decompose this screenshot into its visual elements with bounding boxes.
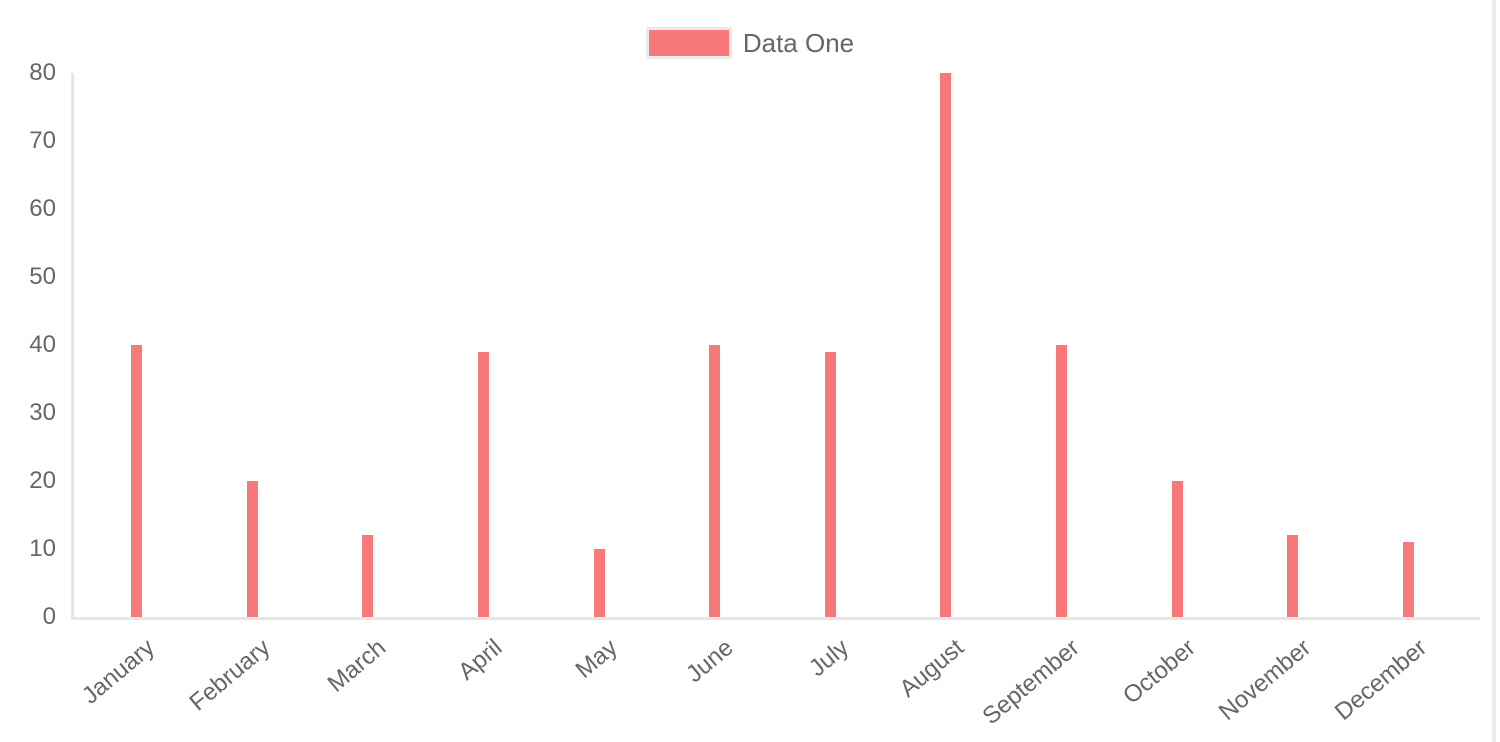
y-tick-label-80: 80 [29, 59, 56, 86]
legend-label: Data One [742, 28, 855, 58]
x-axis-line [71, 617, 1480, 620]
bar-march[interactable] [362, 535, 374, 617]
x-tick-label-august: August [894, 634, 970, 703]
right-edge-divider [1492, 0, 1496, 742]
x-tick-label-march: March [322, 634, 392, 698]
x-tick-label-april: April [452, 634, 507, 686]
x-tick-label-july: July [803, 634, 854, 683]
x-tick-label-may: May [570, 634, 623, 684]
x-tick-label-december: December [1329, 634, 1432, 726]
bar-february[interactable] [246, 481, 258, 617]
x-tick-label-september: September [977, 634, 1085, 731]
x-tick-label-october: October [1117, 634, 1201, 710]
x-tick-label-february: February [184, 634, 276, 717]
y-tick-label-30: 30 [29, 399, 56, 426]
bar-june[interactable] [709, 345, 721, 617]
x-tick-label-june: June [680, 634, 739, 689]
bar-october[interactable] [1171, 481, 1183, 617]
y-tick-label-40: 40 [29, 331, 56, 358]
chart-legend[interactable]: Data One [0, 27, 1500, 59]
bar-april[interactable] [478, 351, 490, 617]
bar-may[interactable] [593, 549, 605, 617]
bar-december[interactable] [1402, 542, 1414, 617]
y-tick-label-10: 10 [29, 535, 56, 562]
y-axis-line [71, 73, 74, 620]
bar-july[interactable] [824, 351, 836, 617]
bar-january[interactable] [131, 345, 143, 617]
y-tick-label-20: 20 [29, 467, 56, 494]
x-tick-label-november: November [1213, 634, 1316, 726]
bar-august[interactable] [940, 73, 952, 617]
y-tick-label-70: 70 [29, 127, 56, 154]
y-tick-label-0: 0 [42, 603, 56, 630]
y-tick-label-50: 50 [29, 263, 56, 290]
bar-september[interactable] [1055, 345, 1067, 617]
x-tick-label-january: January [77, 634, 161, 710]
bar-november[interactable] [1287, 535, 1299, 617]
legend-swatch-icon [645, 27, 732, 59]
y-tick-label-60: 60 [29, 195, 56, 222]
